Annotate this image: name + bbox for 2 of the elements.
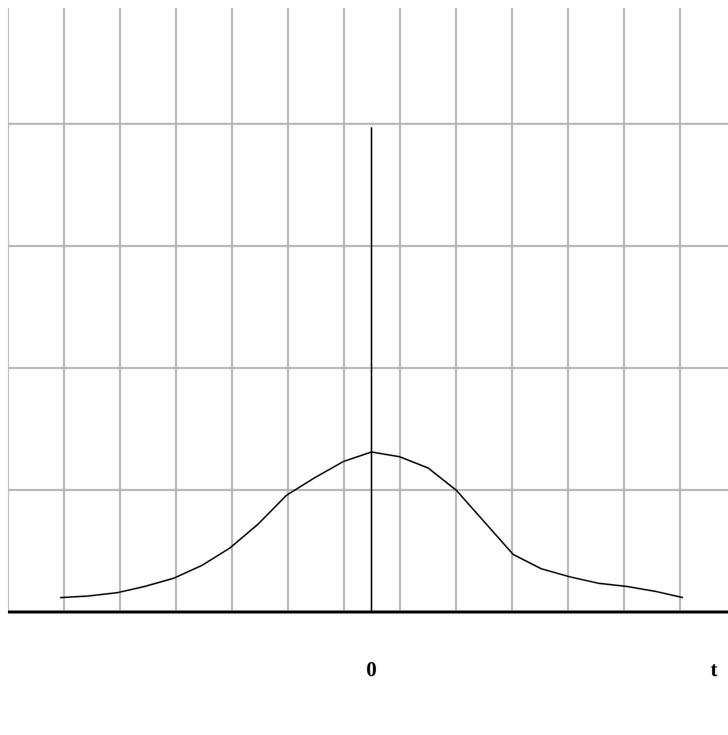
x-axis-title: t [710,657,718,681]
text: 0 [366,657,377,681]
